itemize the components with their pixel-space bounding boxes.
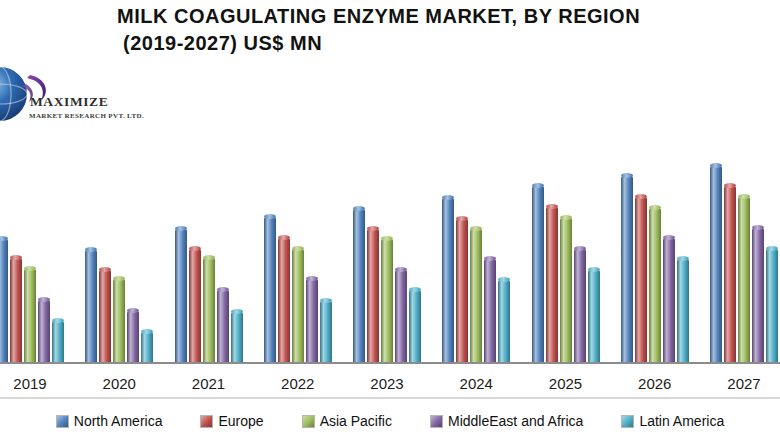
bar-middleeast-and-africa-2024: [484, 258, 496, 362]
bar-asia-pacific-2020: [113, 278, 125, 362]
bar-group-2024: [442, 150, 510, 362]
bar-group-2023: [353, 150, 421, 362]
bar-latin-america-2026: [677, 258, 689, 362]
plot-area: [0, 150, 780, 362]
bar-north-america-2024: [442, 197, 454, 362]
bar-north-america-2026: [621, 175, 633, 362]
legend-item-latin-america: Latin America: [621, 413, 724, 429]
bar-europe-2019: [10, 257, 22, 362]
legend-marker-icon: [56, 415, 69, 428]
bar-group-2025: [532, 150, 600, 362]
chart-title-line1: MILK COAGULATING ENZYME MARKET, BY REGIO…: [117, 3, 640, 30]
x-axis-label-2021: 2021: [164, 375, 254, 392]
legend-item-north-america: North America: [56, 413, 163, 429]
bar-middleeast-and-africa-2022: [306, 278, 318, 362]
bar-group-2019: [0, 150, 64, 362]
bar-latin-america-2021: [231, 311, 243, 362]
bar-europe-2022: [278, 237, 290, 362]
bar-middleeast-and-africa-2021: [217, 289, 229, 362]
legend-item-asia-pacific: Asia Pacific: [302, 413, 392, 429]
bar-europe-2025: [546, 206, 558, 362]
x-axis-label-2027: 2027: [699, 375, 780, 392]
bar-europe-2023: [367, 228, 379, 362]
chart-page: MAXIMIZE MARKET RESEARCH PVT. LTD. MILK …: [0, 0, 780, 440]
legend-marker-icon: [200, 415, 213, 428]
bar-europe-2027: [724, 185, 736, 362]
x-axis-label-2022: 2022: [253, 375, 343, 392]
bar-latin-america-2027: [766, 248, 778, 362]
legend-label: North America: [74, 413, 163, 429]
logo-brand-text: MAXIMIZE: [30, 94, 108, 110]
bar-latin-america-2024: [498, 279, 510, 362]
legend-label: Europe: [218, 413, 263, 429]
bar-north-america-2022: [264, 216, 276, 362]
bar-latin-america-2020: [141, 331, 153, 362]
bar-europe-2024: [456, 218, 468, 362]
bar-latin-america-2019: [52, 320, 64, 362]
bar-europe-2020: [99, 269, 111, 362]
bar-asia-pacific-2019: [24, 268, 36, 362]
bar-asia-pacific-2025: [560, 217, 572, 362]
chart-bottom-rule: [0, 397, 780, 399]
bar-middleeast-and-africa-2023: [395, 269, 407, 362]
x-axis-label-2025: 2025: [521, 375, 611, 392]
legend-marker-icon: [302, 415, 315, 428]
legend-label: MiddleEast and Africa: [448, 413, 583, 429]
legend-label: Asia Pacific: [320, 413, 392, 429]
bar-north-america-2025: [532, 185, 544, 362]
bar-asia-pacific-2023: [381, 238, 393, 362]
bar-north-america-2020: [85, 249, 97, 362]
bar-middleeast-and-africa-2019: [38, 299, 50, 362]
bar-latin-america-2022: [320, 300, 332, 362]
bar-latin-america-2025: [588, 269, 600, 362]
legend: North America Europe Asia Pacific MiddleEas…: [0, 408, 780, 434]
bar-north-america-2019: [0, 238, 8, 362]
chart-title-line2: (2019-2027) US$ MN: [117, 30, 640, 57]
x-axis-label-2023: 2023: [342, 375, 432, 392]
bar-group-2021: [175, 150, 243, 362]
bar-group-2026: [621, 150, 689, 362]
bar-asia-pacific-2026: [649, 207, 661, 362]
bar-group-2022: [264, 150, 332, 362]
bar-europe-2026: [635, 196, 647, 362]
bar-north-america-2027: [710, 165, 722, 362]
bar-europe-2021: [189, 248, 201, 362]
legend-label: Latin America: [639, 413, 724, 429]
bar-group-2027: [710, 150, 778, 362]
bar-middleeast-and-africa-2026: [663, 237, 675, 362]
legend-marker-icon: [430, 415, 443, 428]
bar-asia-pacific-2021: [203, 257, 215, 362]
bar-asia-pacific-2024: [470, 228, 482, 362]
legend-item-middleeast-and-africa: MiddleEast and Africa: [430, 413, 583, 429]
x-axis-label-2019: 2019: [0, 375, 75, 392]
bar-north-america-2023: [353, 208, 365, 362]
chart-title: MILK COAGULATING ENZYME MARKET, BY REGIO…: [117, 3, 640, 57]
x-axis-label-2024: 2024: [431, 375, 521, 392]
bar-asia-pacific-2022: [292, 248, 304, 362]
bar-middleeast-and-africa-2025: [574, 248, 586, 362]
logo-tagline-text: MARKET RESEARCH PVT. LTD.: [29, 112, 144, 120]
bar-middleeast-and-africa-2020: [127, 310, 139, 362]
legend-marker-icon: [621, 415, 634, 428]
bar-latin-america-2023: [409, 289, 421, 362]
x-axis-label-2020: 2020: [74, 375, 164, 392]
legend-item-europe: Europe: [200, 413, 263, 429]
bar-north-america-2021: [175, 228, 187, 362]
x-axis-label-2026: 2026: [610, 375, 700, 392]
bar-group-2020: [85, 150, 153, 362]
bar-middleeast-and-africa-2027: [752, 227, 764, 362]
bar-asia-pacific-2027: [738, 196, 750, 362]
x-axis-line: [0, 362, 780, 364]
